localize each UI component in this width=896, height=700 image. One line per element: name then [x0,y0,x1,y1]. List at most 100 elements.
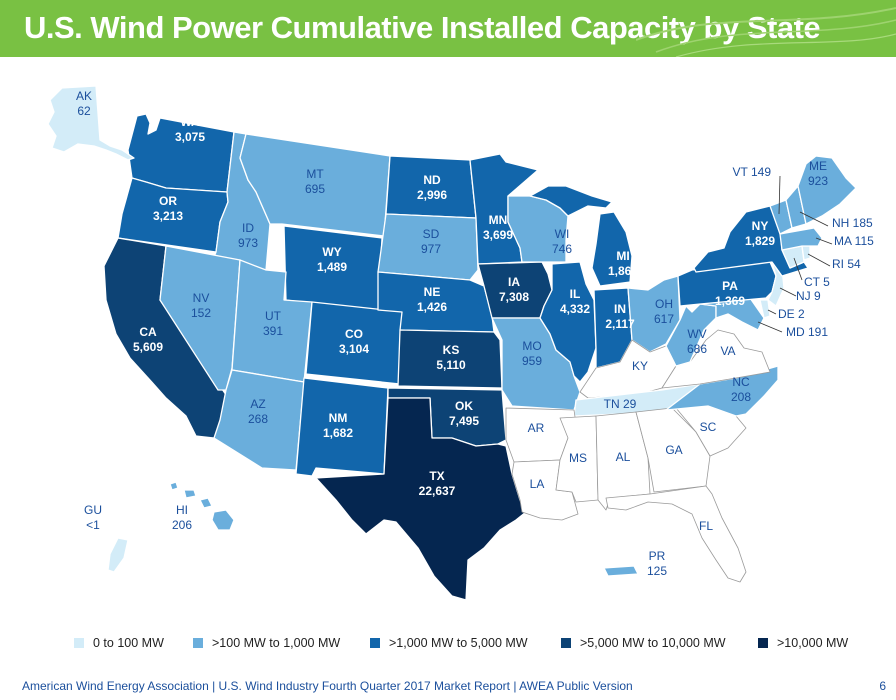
footer-source: American Wind Energy Association | U.S. … [22,679,633,693]
state-MI [591,211,633,287]
state-label-de: DE 2 [778,307,805,321]
state-label-il-abbr: IL [570,287,581,301]
state-KS [397,329,503,389]
state-label-mi-value: 1,860 [608,264,638,278]
state-label-pa-abbr: PA [722,279,738,293]
state-label-hi-abbr: HI [176,503,188,517]
state-label-co-value: 3,104 [339,342,369,356]
legend-label: >100 MW to 1,000 MW [212,636,341,650]
state-label-nd-value: 2,996 [417,188,447,202]
legend-swatch [370,638,380,648]
state-label-nm-value: 1,682 [323,426,353,440]
state-label-mo-abbr: MO [522,339,541,353]
state-label-al-abbr: AL [616,450,631,464]
state-label-ok-abbr: OK [455,399,473,413]
state-label-mn-abbr: MN [489,213,508,227]
state-label-fl-abbr: FL [699,519,713,533]
state-IL [539,261,597,383]
state-label-md: MD 191 [786,325,828,339]
state-label-az-abbr: AZ [250,397,265,411]
state-label-ny-abbr: NY [752,219,769,233]
state-label-or-abbr: OR [159,194,177,208]
state-label-ca-abbr: CA [139,325,157,339]
state-label-gu-abbr: GU [84,503,102,517]
state-label-co-abbr: CO [345,327,363,341]
leader-line-ri [807,253,831,267]
state-label-tn: TN 29 [604,397,637,411]
state-label-nv-abbr: NV [193,291,210,305]
state-label-nv-value: 152 [191,306,211,320]
state-label-ar-abbr: AR [528,421,545,435]
state-label-nc-abbr: NC [732,375,750,389]
title-bar: U.S. Wind Power Cumulative Installed Cap… [0,0,896,57]
state-label-wy-value: 1,489 [317,260,347,274]
legend-swatch [758,638,768,648]
legend-swatch [561,638,571,648]
state-label-pa-value: 1,369 [715,294,745,308]
state-HI-2 [183,489,197,499]
legend: 0 to 100 MW >100 MW to 1,000 MW >1,000 M… [0,636,896,656]
state-FL [605,485,747,583]
leader-line-ma [815,237,833,245]
page-number: 6 [879,679,886,693]
state-label-oh-value: 617 [654,312,674,326]
state-label-ut-abbr: UT [265,309,282,323]
state-label-wv-value: 686 [687,342,707,356]
state-label-nc-value: 208 [731,390,751,404]
state-label-ma: MA 115 [834,234,874,248]
state-label-tx-value: 22,637 [419,484,456,498]
state-label-hi-value: 206 [172,518,192,532]
legend-label: >1,000 MW to 5,000 MW [389,636,528,650]
leader-line-de [767,309,777,315]
state-label-la-abbr: LA [530,477,545,491]
state-label-sd-abbr: SD [423,227,440,241]
state-label-wi-abbr: WI [555,227,570,241]
state-label-wy-abbr: WY [322,245,341,259]
state-label-tx-abbr: TX [429,469,444,483]
state-label-wi-value: 746 [552,242,572,256]
leader-line-nj [779,287,797,297]
state-label-nm-abbr: NM [329,411,348,425]
state-label-nh: NH 185 [832,216,873,230]
state-label-wv-abbr: WV [687,327,706,341]
decorative-swoosh [636,7,896,57]
state-HI-3 [199,497,213,509]
state-label-ne-value: 1,426 [417,300,447,314]
state-label-in-abbr: IN [614,302,626,316]
state-label-mi-abbr: MI [616,249,629,263]
state-label-nd-abbr: ND [423,173,441,187]
state-label-ia-value: 7,308 [499,290,529,304]
state-label-ia-abbr: IA [508,275,520,289]
state-MI-upper [529,185,613,217]
state-label-wa-abbr: WA [180,115,200,129]
state-label-az-value: 268 [248,412,268,426]
legend-item-tier-1: >100 MW to 1,000 MW [193,636,340,650]
legend-swatch [74,638,84,648]
state-label-ny-value: 1,829 [745,234,775,248]
state-GU [107,537,129,573]
state-TX [315,397,527,601]
state-label-wa-value: 3,075 [175,130,205,144]
state-label-ky-abbr: KY [632,359,648,373]
state-ME [797,155,857,225]
state-HI-4 [211,509,235,531]
legend-label: >5,000 MW to 10,000 MW [580,636,726,650]
state-label-mo-value: 959 [522,354,542,368]
state-label-ok-value: 7,495 [449,414,479,428]
state-GA [635,407,711,493]
state-label-ca-value: 5,609 [133,340,163,354]
legend-swatch [193,638,203,648]
state-label-in-value: 2,117 [605,317,635,331]
legend-label: >10,000 MW [777,636,849,650]
state-RI [801,245,811,261]
state-label-oh-abbr: OH [655,297,673,311]
state-label-id-value: 973 [238,236,258,250]
state-label-ks-value: 5,110 [436,358,466,372]
legend-item-tier-2: >1,000 MW to 5,000 MW [370,636,528,650]
legend-label: 0 to 100 MW [93,636,164,650]
legend-item-tier-4: >10,000 MW [758,636,848,650]
state-label-vt: VT 149 [733,165,772,179]
state-AK [47,85,135,161]
